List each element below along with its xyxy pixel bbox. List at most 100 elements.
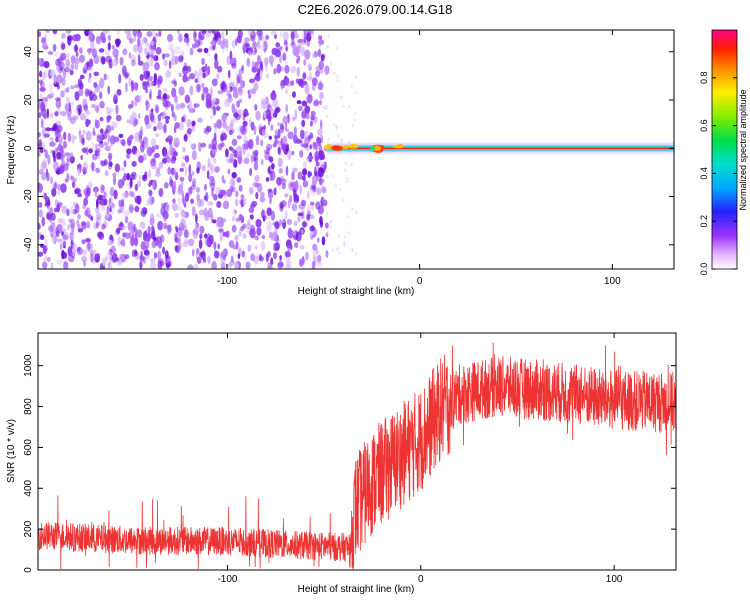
noise-speckle — [267, 104, 272, 109]
noise-speckle — [67, 224, 70, 231]
noise-speckle — [126, 148, 132, 155]
noise-speckle — [237, 253, 241, 259]
noise-speckle — [87, 30, 94, 35]
noise-speckle — [294, 109, 298, 120]
noise-speckle — [76, 247, 83, 255]
noise-speckle — [44, 96, 49, 103]
noise-speckle — [158, 239, 162, 249]
noise-speckle — [172, 185, 176, 195]
noise-speckle — [143, 61, 150, 71]
noise-speckle — [265, 65, 269, 72]
noise-speckle — [229, 50, 233, 60]
signal-blob — [324, 144, 333, 150]
noise-speckle — [151, 196, 155, 204]
noise-speckle — [115, 114, 122, 122]
noise-speckle — [103, 198, 108, 206]
noise-speckle — [149, 48, 156, 55]
noise-speckle — [195, 83, 202, 93]
noise-speckle — [276, 63, 282, 74]
noise-speckle — [274, 242, 280, 251]
noise-speckle — [212, 96, 216, 103]
noise-speckle — [200, 83, 203, 90]
noise-speckle — [296, 100, 302, 105]
noise-speckle — [292, 229, 297, 236]
noise-speckle — [317, 254, 322, 262]
noise-speckle — [240, 199, 245, 208]
noise-speckle — [217, 90, 224, 95]
noise-speckle — [162, 124, 167, 132]
noise-speckle — [188, 173, 193, 183]
noise-speckle — [183, 36, 190, 43]
noise-speckle — [60, 65, 64, 72]
noise-speckle — [203, 47, 209, 54]
noise-speckle — [279, 255, 282, 264]
noise-speckle — [293, 188, 297, 199]
noise-speckle — [307, 170, 311, 179]
noise-speckle — [46, 214, 51, 220]
noise-speckle — [285, 104, 288, 113]
noise-speckle — [298, 259, 304, 267]
noise-speckle — [318, 42, 322, 48]
noise-speckle — [44, 69, 49, 79]
noise-speckle — [134, 118, 139, 126]
noise-speckle — [46, 30, 50, 35]
noise-speckle — [126, 172, 130, 181]
noise-speckle — [265, 227, 272, 232]
noise-speckle — [47, 51, 54, 55]
noise-speckle — [312, 249, 317, 260]
noise-speckle — [52, 43, 57, 52]
noise-speckle — [169, 175, 172, 185]
noise-speckle — [229, 177, 236, 187]
noise-speckle — [343, 168, 346, 172]
noise-speckle — [171, 48, 175, 57]
noise-speckle — [249, 168, 253, 176]
noise-speckle — [86, 110, 91, 115]
noise-speckle — [99, 117, 104, 122]
noise-speckle — [116, 30, 120, 36]
noise-speckle — [124, 254, 130, 260]
noise-speckle — [108, 161, 113, 168]
noise-speckle — [201, 165, 206, 172]
noise-speckle — [198, 239, 203, 250]
noise-speckle — [140, 126, 143, 137]
noise-speckle — [297, 171, 303, 180]
noise-speckle — [149, 56, 154, 67]
noise-speckle — [172, 198, 176, 204]
noise-speckle — [302, 168, 308, 176]
noise-speckle — [162, 246, 166, 255]
noise-speckle — [124, 215, 129, 224]
noise-speckle — [196, 256, 202, 265]
noise-speckle — [341, 138, 344, 142]
noise-speckle — [278, 53, 283, 64]
noise-speckle — [234, 261, 239, 269]
noise-speckle — [243, 112, 247, 118]
noise-speckle — [236, 125, 243, 135]
noise-speckle — [101, 36, 107, 44]
noise-speckle — [154, 62, 160, 71]
noise-speckle — [309, 144, 313, 150]
noise-speckle — [65, 30, 72, 35]
noise-speckle — [209, 114, 214, 119]
noise-speckle — [136, 229, 143, 238]
noise-speckle — [333, 71, 335, 75]
noise-speckle — [249, 117, 252, 127]
noise-speckle — [233, 112, 239, 118]
noise-speckle — [79, 74, 85, 80]
noise-speckle — [39, 93, 43, 101]
noise-speckle — [338, 251, 341, 255]
noise-speckle — [119, 221, 124, 227]
noise-speckle — [151, 108, 154, 113]
noise-speckle — [201, 57, 205, 65]
noise-speckle — [254, 235, 259, 241]
signal-blob — [348, 143, 359, 149]
noise-speckle — [148, 195, 154, 206]
noise-speckle — [109, 196, 113, 206]
noise-speckle — [229, 123, 234, 130]
noise-speckle — [217, 220, 224, 228]
noise-speckle — [232, 207, 237, 218]
noise-speckle — [279, 65, 284, 72]
noise-speckle — [250, 224, 256, 234]
noise-speckle — [230, 255, 234, 262]
noise-speckle — [40, 234, 45, 240]
noise-speckle — [199, 30, 205, 39]
